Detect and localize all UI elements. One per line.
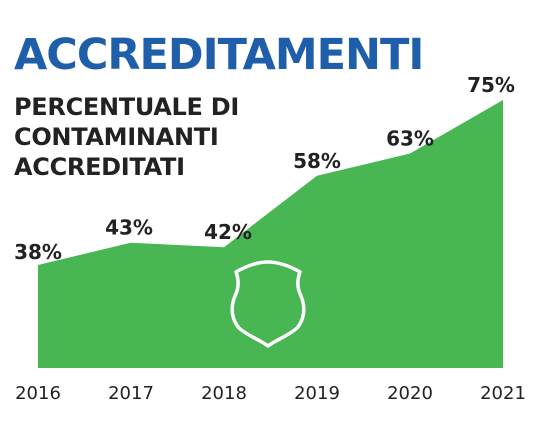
x-tick-2017: 2017 — [108, 383, 154, 404]
value-label-2016: 38% — [14, 240, 62, 264]
x-tick-2020: 2020 — [387, 383, 433, 404]
chart-subtitle: PERCENTUALE DI CONTAMINANTI ACCREDITATI — [14, 93, 239, 181]
x-tick-2016: 2016 — [15, 383, 61, 404]
x-tick-2018: 2018 — [201, 383, 247, 404]
value-label-2021: 75% — [467, 73, 515, 97]
area-fill — [38, 100, 503, 368]
value-label-2017: 43% — [105, 216, 153, 240]
value-label-2019: 58% — [293, 149, 341, 173]
value-labels: 38% 43% 42% 58% 63% 75% — [14, 73, 515, 264]
value-label-2018: 42% — [204, 220, 252, 244]
x-tick-2021: 2021 — [480, 383, 526, 404]
x-tick-2019: 2019 — [294, 383, 340, 404]
shield-icon — [230, 260, 306, 348]
value-label-2020: 63% — [386, 127, 434, 151]
x-axis-ticks: 2016 2017 2018 2019 2020 2021 — [15, 383, 526, 404]
page-title: ACCREDITAMENTI — [14, 30, 424, 80]
